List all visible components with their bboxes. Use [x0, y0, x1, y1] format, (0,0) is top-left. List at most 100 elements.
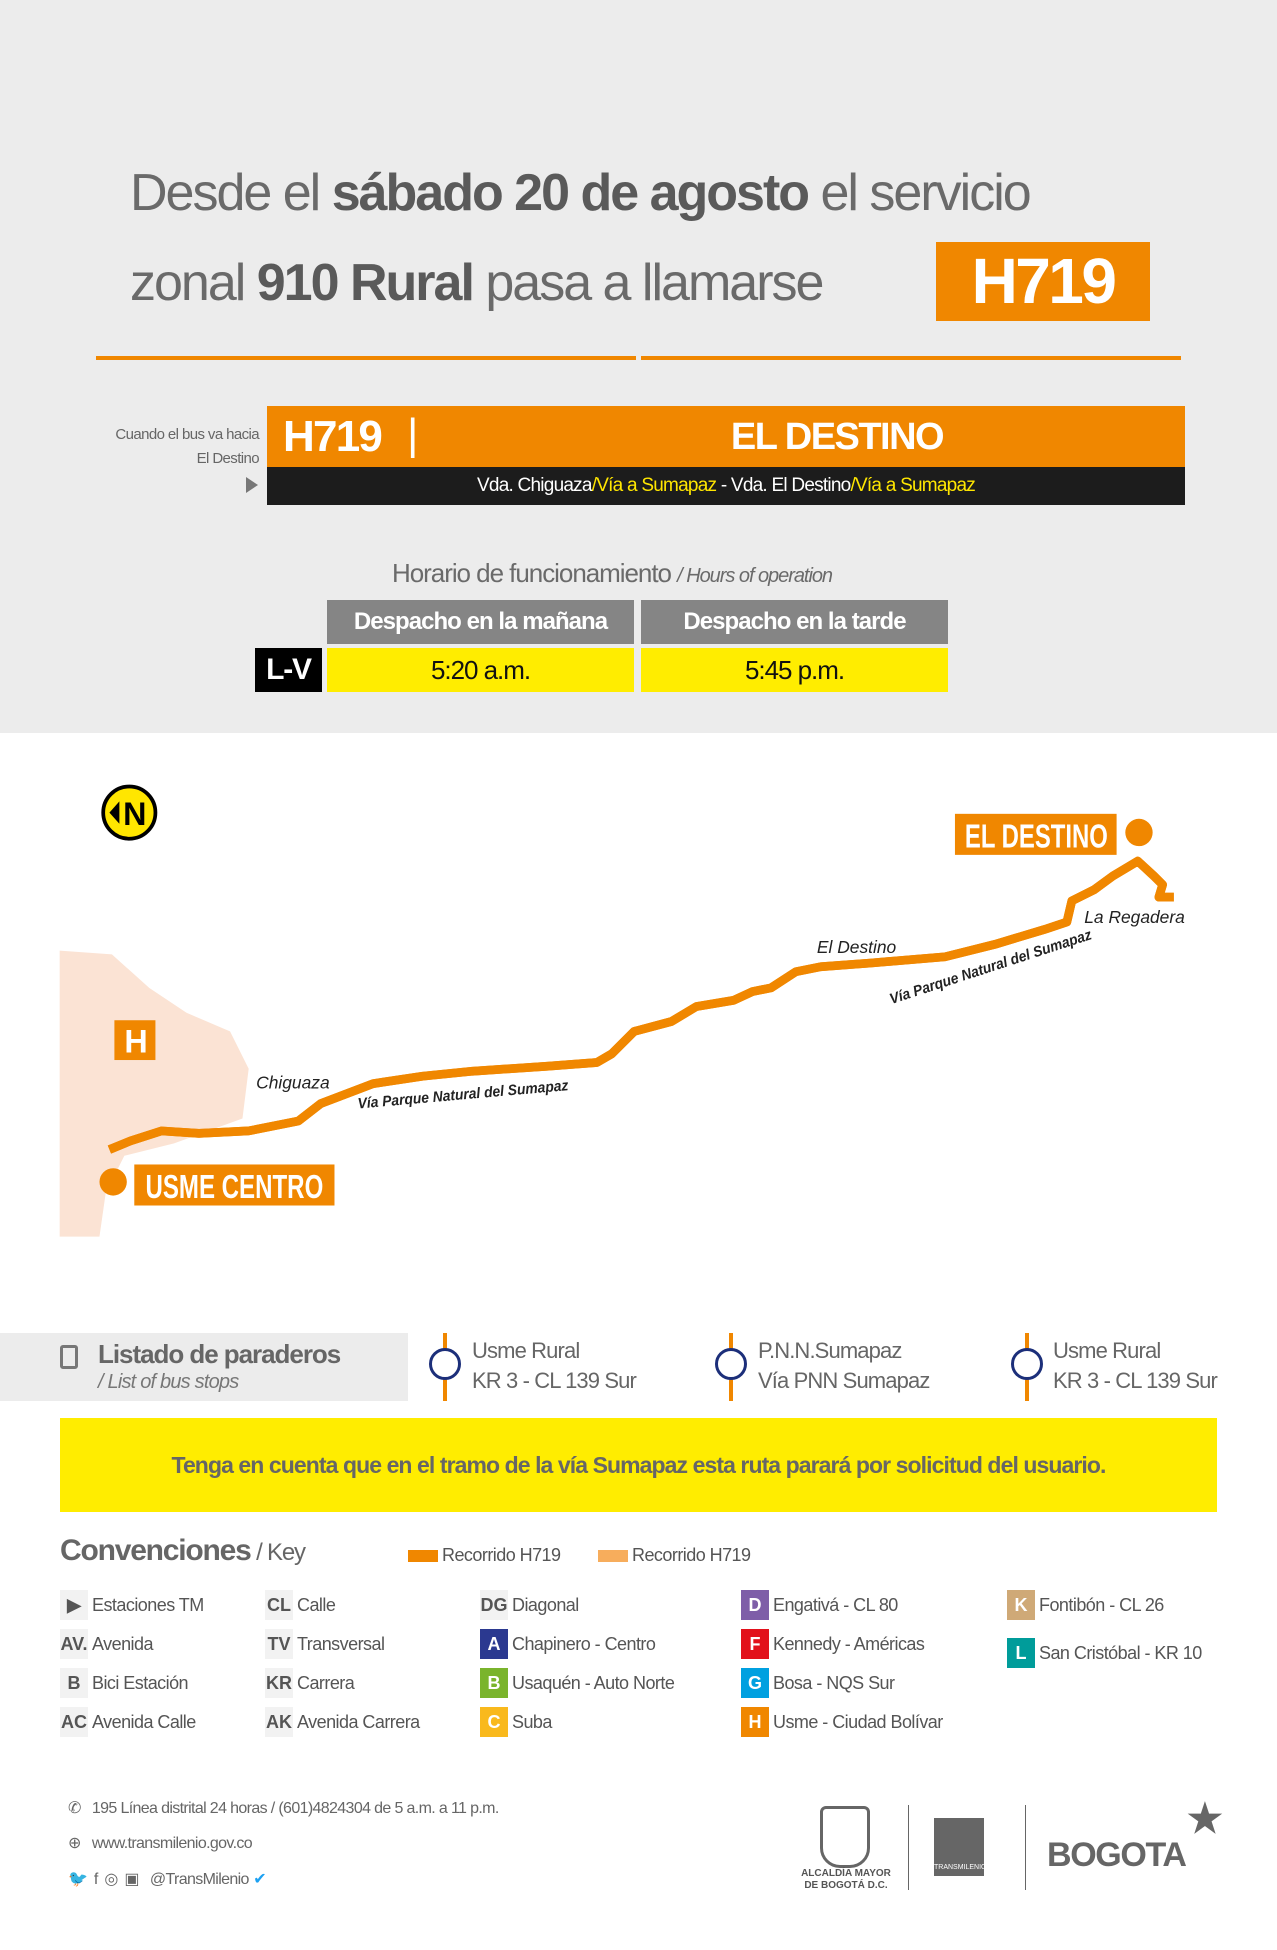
route-line-highlight	[109, 861, 1173, 1149]
alcaldia-logo-text: ALCALDÍA MAYOR DE BOGOTÁ D.C.	[801, 1868, 891, 1891]
globe-icon: ⊕	[68, 1835, 82, 1852]
legend-item: L San Cristóbal - KR 10	[1007, 1638, 1202, 1668]
legend-badge: K	[1007, 1590, 1035, 1620]
legend-item: CL Calle	[265, 1590, 336, 1620]
zone-area	[59, 950, 249, 1237]
route-code: H719	[283, 412, 383, 461]
stops-title: Listado de paraderos	[98, 1339, 341, 1369]
legend-item: F Kennedy - Américas	[741, 1629, 925, 1659]
notice-banner: Tenga en cuenta que en el tramo de la ví…	[60, 1418, 1217, 1512]
start-label: USME CENTRO	[145, 1169, 323, 1206]
legend-label: Suba	[512, 1712, 552, 1732]
legend-badge: DG	[480, 1590, 508, 1620]
legend-badge: L	[1007, 1638, 1035, 1668]
divider	[641, 356, 1181, 360]
stop-item: Usme Rural KR 3 - CL 139 Sur	[472, 1338, 637, 1393]
legend-label: Bici Estación	[92, 1673, 189, 1693]
stop-item: Usme Rural KR 3 - CL 139 Sur	[1053, 1338, 1218, 1393]
legend-label: Chapinero - Centro	[512, 1634, 656, 1654]
bus-stop-icon	[1011, 1348, 1043, 1380]
legend-badge: G	[741, 1668, 769, 1698]
route-path: Vda. Chiguaza/Vía a Sumapaz - Vda. El De…	[267, 467, 1185, 505]
legend-item: AC Avenida Calle	[60, 1707, 196, 1737]
legend-item: AV. Avenida	[60, 1629, 153, 1659]
logo-divider	[908, 1805, 909, 1890]
legend-badge: KR	[265, 1668, 293, 1698]
star-icon: ★	[1187, 1797, 1223, 1841]
legend-badge: AC	[60, 1707, 88, 1737]
legend-item: B Usaquén - Auto Norte	[480, 1668, 675, 1698]
legend-badge: AV.	[60, 1629, 88, 1659]
direction-label: El Destino	[196, 450, 260, 467]
bus-stop-icon	[429, 1348, 461, 1380]
zone-badge	[114, 1020, 156, 1061]
stops-header: Listado de paraderos / List of bus stops	[0, 1333, 408, 1401]
end-badge	[954, 813, 1117, 855]
phone-icon: ✆	[68, 1800, 82, 1817]
zone-label: H	[124, 1024, 147, 1060]
col-afternoon: Despacho en la tarde	[641, 600, 948, 644]
legend-label: Engativá - CL 80	[773, 1595, 898, 1615]
legend-route: Recorrido H719	[408, 1540, 561, 1570]
legend-item: AK Avenida Carrera	[265, 1707, 420, 1737]
start-dot	[99, 1168, 127, 1196]
label-el-destino: El Destino	[817, 937, 897, 957]
divider	[96, 356, 636, 360]
legend-label: Usme - Ciudad Bolívar	[773, 1712, 943, 1732]
legend-badge: CL	[265, 1590, 293, 1620]
legend-label: Avenida Calle	[92, 1712, 196, 1732]
bus-stop-icon	[715, 1348, 747, 1380]
route-bar: H719 | EL DESTINO	[267, 406, 1185, 467]
legend-badge: F	[741, 1629, 769, 1659]
legend-item: D Engativá - CL 80	[741, 1590, 898, 1620]
legend-label: Kennedy - Américas	[773, 1634, 925, 1654]
legend-item: DG Diagonal	[480, 1590, 579, 1620]
legend-item: G Bosa - NQS Sur	[741, 1668, 895, 1698]
schedule-title: Horario de funcionamiento / Hours of ope…	[392, 558, 833, 588]
start-badge	[134, 1164, 335, 1206]
legend-item: C Suba	[480, 1707, 552, 1737]
label-via: Vía Parque Natural del Sumapaz	[888, 926, 1095, 1008]
website-link[interactable]: ⊕ www.transmilenio.gov.co	[68, 1835, 253, 1852]
label-regadera: La Regadera	[1084, 907, 1185, 927]
route-map: N H USME CENTRO EL DESTINO Chiguaza Vía …	[59, 784, 1185, 1237]
legend-badge: B	[60, 1668, 88, 1698]
legend-label: Diagonal	[512, 1595, 579, 1615]
morning-time: 5:20 a.m.	[327, 648, 634, 692]
col-morning: Despacho en la mañana	[327, 600, 634, 644]
key-title: Convenciones / Key	[60, 1534, 306, 1567]
legend-label: Usaquén - Auto Norte	[512, 1673, 675, 1693]
legend-item: ▶ Estaciones TM	[60, 1590, 204, 1620]
new-route-code-badge: H719	[936, 242, 1150, 321]
legend-badge: A	[480, 1629, 508, 1659]
days-label: L-V	[255, 648, 322, 692]
legend-item: A Chapinero - Centro	[480, 1629, 656, 1659]
stop-item: P.N.N.Sumapaz Vía PNN Sumapaz	[758, 1338, 930, 1393]
legend-route-alt: Recorrido H719	[598, 1540, 751, 1570]
verified-icon: ✔	[253, 1871, 267, 1888]
legend-label: Estaciones TM	[92, 1595, 204, 1615]
legend-badge: H	[741, 1707, 769, 1737]
legend-item: TV Transversal	[265, 1629, 385, 1659]
end-dot	[1125, 818, 1153, 847]
legend-item: K Fontibón - CL 26	[1007, 1590, 1164, 1620]
social-line: 🐦f◎▣ @TransMilenio ✔	[68, 1871, 267, 1888]
legend-label: San Cristóbal - KR 10	[1039, 1643, 1202, 1663]
afternoon-time: 5:45 p.m.	[641, 648, 948, 692]
social-icons: 🐦f◎▣	[68, 1871, 146, 1888]
bus-icon	[60, 1345, 78, 1369]
phone-line: ✆ 195 Línea distrital 24 horas / (601)48…	[68, 1800, 499, 1817]
end-label: EL DESTINO	[965, 818, 1108, 855]
label-chiguaza: Chiguaza	[256, 1073, 330, 1093]
transmilenio-logo: TRANSMILENIO	[934, 1818, 987, 1876]
legend-badge: D	[741, 1590, 769, 1620]
legend-badge: B	[480, 1668, 508, 1698]
legend-item: H Usme - Ciudad Bolívar	[741, 1707, 943, 1737]
legend-item: B Bici Estación	[60, 1668, 189, 1698]
title-line-1: Desde el sábado 20 de agosto el servicio	[130, 164, 1032, 222]
logo-divider	[1025, 1805, 1026, 1890]
separator: |	[407, 410, 419, 459]
legend-label: Carrera	[297, 1673, 355, 1693]
legend-badge: ▶	[60, 1590, 88, 1620]
legend-item: KR Carrera	[265, 1668, 355, 1698]
